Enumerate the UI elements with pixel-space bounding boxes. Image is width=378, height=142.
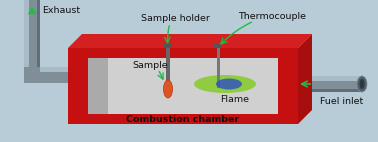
Bar [88,58,278,114]
Ellipse shape [359,79,364,89]
Ellipse shape [357,76,367,92]
Ellipse shape [164,80,172,98]
Polygon shape [68,34,312,48]
Ellipse shape [216,79,242,89]
Text: Thermocouple: Thermocouple [238,12,306,20]
Bar [24,0,29,75]
Bar [312,76,362,92]
Text: Sample holder: Sample holder [141,13,209,22]
Bar [214,43,222,48]
Bar [24,67,68,83]
Bar [68,48,298,124]
Text: Fuel inlet: Fuel inlet [321,98,364,106]
Bar [164,43,172,48]
Text: Sample: Sample [132,60,168,69]
Bar [24,0,40,75]
Bar [24,67,40,83]
Text: Flame: Flame [220,96,249,105]
Bar [217,46,220,88]
Text: Combustion chamber: Combustion chamber [126,114,240,124]
Polygon shape [298,34,312,124]
Bar [37,0,40,75]
Text: Exhaust: Exhaust [42,6,80,14]
Bar [88,58,108,114]
Bar [166,46,170,91]
Bar [312,89,362,92]
Ellipse shape [194,75,256,93]
Bar [24,67,68,72]
Bar [312,76,362,81]
